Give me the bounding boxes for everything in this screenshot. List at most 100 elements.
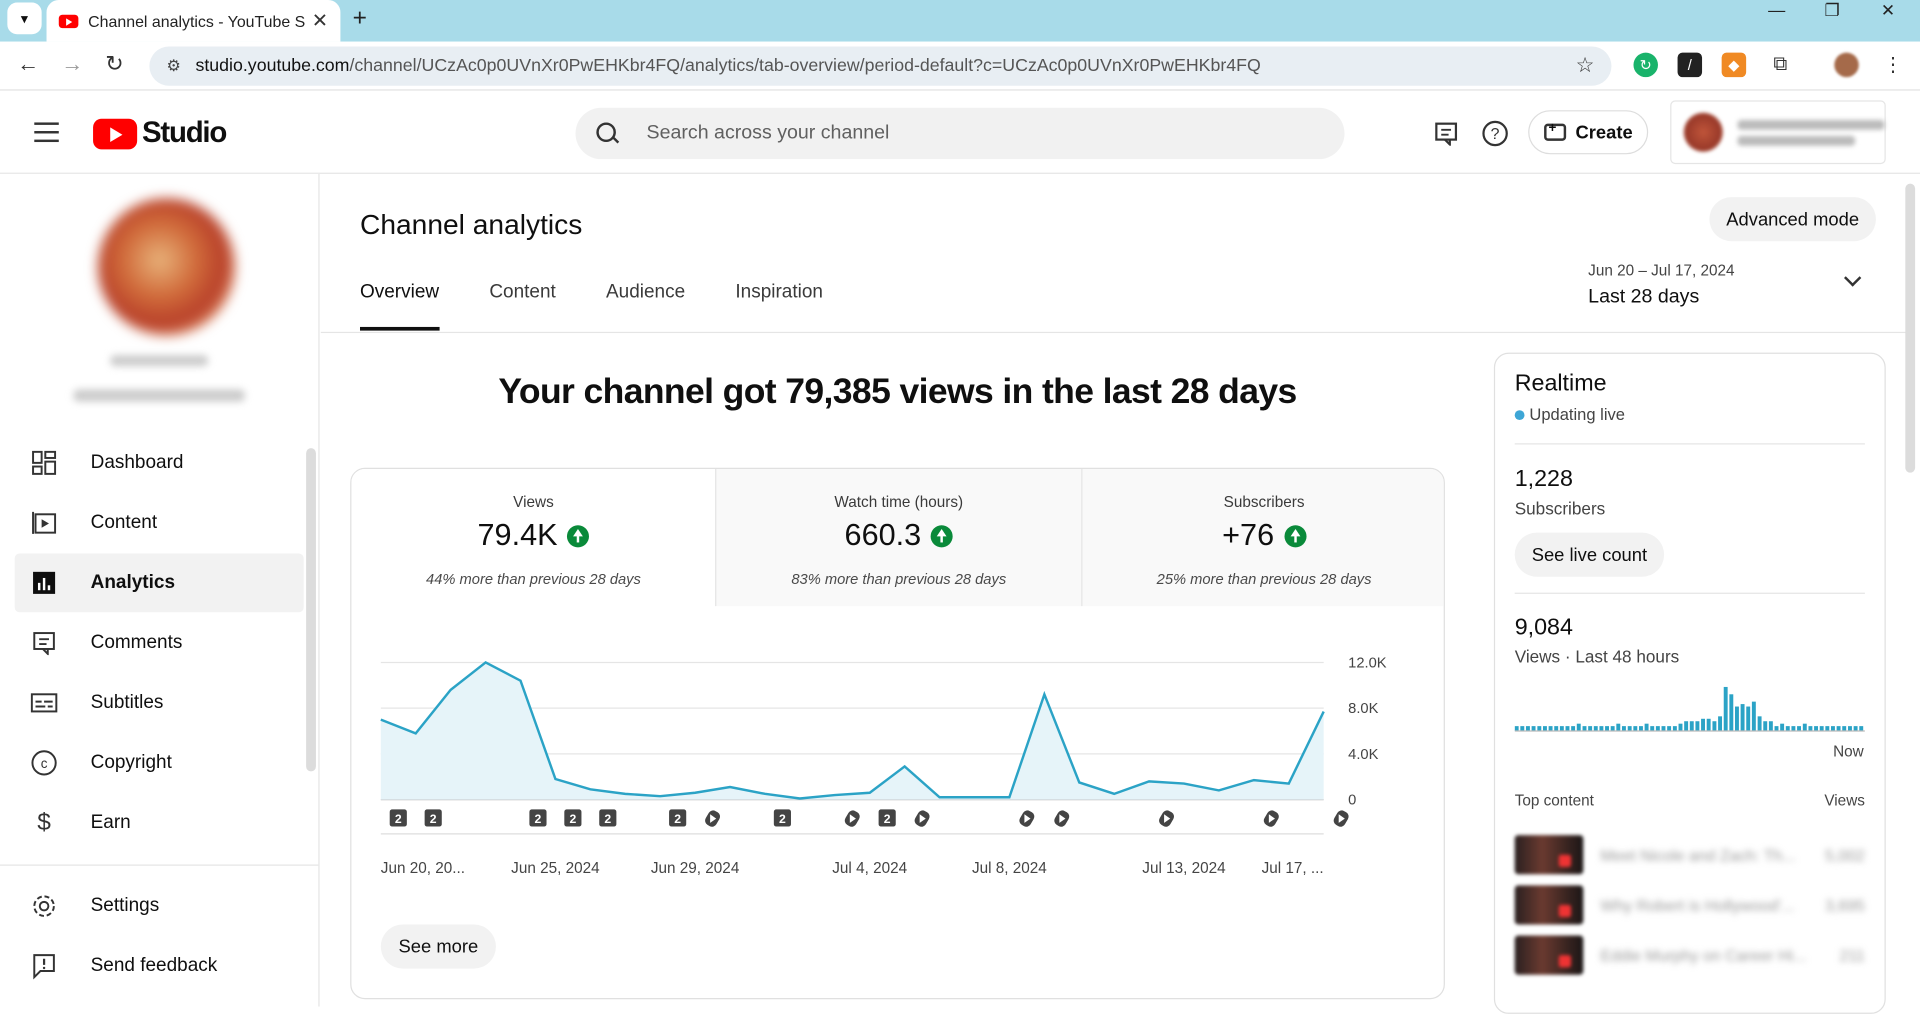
realtime-bar — [1808, 726, 1812, 731]
arrow-up-icon — [1284, 525, 1306, 547]
create-button[interactable]: Create — [1528, 110, 1648, 154]
account-switcher[interactable] — [1670, 100, 1886, 164]
browser-menu-icon[interactable]: ⋮ — [1881, 53, 1905, 77]
realtime-views-chart[interactable] — [1515, 682, 1865, 736]
video-thumbnail — [1515, 835, 1584, 874]
profile-avatar[interactable] — [1834, 53, 1858, 77]
x-tick-label: Jun 29, 2024 — [651, 860, 740, 877]
sidebar-item-subtitles[interactable]: Subtitles — [15, 673, 304, 732]
top-content-row[interactable]: Meet Nicole and Zach: Th... 5,002 — [1515, 834, 1865, 876]
date-range-label: Last 28 days — [1588, 287, 1734, 309]
tab-audience[interactable]: Audience — [606, 282, 685, 331]
sidebar-scrollbar[interactable] — [306, 448, 316, 771]
sidebar-item-label: Earn — [91, 812, 131, 834]
extension-grammarly-icon[interactable]: ↻ — [1633, 53, 1657, 77]
sidebar-item-label: Settings — [91, 895, 160, 917]
see-more-button[interactable]: See more — [381, 924, 496, 968]
video-views: 211 — [1840, 946, 1865, 964]
see-live-count-button[interactable]: See live count — [1515, 533, 1664, 577]
analytics-headline: Your channel got 79,385 views in the las… — [350, 372, 1445, 412]
forward-button[interactable]: → — [61, 51, 83, 77]
browser-tab[interactable]: Channel analytics - YouTube Studio ✕ — [47, 0, 341, 42]
restore-button[interactable]: ❐ — [1825, 0, 1840, 22]
tab-content[interactable]: Content — [489, 282, 555, 331]
live-dot-icon — [1515, 410, 1525, 420]
realtime-bar — [1837, 726, 1841, 731]
sidebar-item-settings[interactable]: Settings — [15, 877, 304, 936]
back-button[interactable]: ← — [17, 51, 39, 77]
realtime-bar — [1690, 721, 1694, 731]
sidebar-item-send-feedback[interactable]: Send feedback — [15, 937, 304, 996]
realtime-bar — [1854, 726, 1858, 731]
chevron-down-icon[interactable] — [1844, 269, 1861, 286]
create-video-icon — [1544, 124, 1566, 141]
top-content-row[interactable]: Eddie Murphy on Career Hi... 211 — [1515, 934, 1865, 976]
svg-text:c: c — [41, 756, 48, 771]
top-content-row[interactable]: Why Robert is Hollywood'... 3,695 — [1515, 884, 1865, 926]
sidebar-item-copyright[interactable]: c Copyright — [15, 733, 304, 792]
metric-note: 25% more than previous 28 days — [1082, 571, 1445, 588]
main-content: Channel analytics Advanced mode Overview… — [321, 174, 1908, 1007]
top-content-label: Top content — [1515, 792, 1594, 809]
sidebar-item-label: Copyright — [91, 752, 172, 774]
site-info-icon[interactable]: ⚙ — [167, 56, 181, 76]
tab-title: Channel analytics - YouTube Studio — [88, 12, 304, 30]
sidebar-item-analytics[interactable]: Analytics — [15, 553, 304, 612]
address-bar[interactable]: ⚙ studio.youtube.com/channel/UCzAc0p0UVn… — [149, 47, 1611, 86]
new-tab-button[interactable]: + — [353, 5, 367, 33]
sidebar-item-dashboard[interactable]: Dashboard — [15, 433, 304, 492]
realtime-divider — [1515, 593, 1865, 594]
realtime-bar — [1712, 721, 1716, 731]
gear-icon — [29, 891, 58, 920]
upload-count-text: 2 — [604, 812, 611, 826]
minimize-button[interactable]: — — [1768, 0, 1785, 22]
sidebar-item-label: Content — [91, 512, 157, 534]
overview-card: Views 79.4K 44% more than previous 28 da… — [350, 468, 1445, 999]
sidebar-item-earn[interactable]: $ Earn — [15, 793, 304, 852]
youtube-favicon-icon — [59, 14, 79, 27]
realtime-bar — [1537, 726, 1541, 731]
realtime-bar — [1549, 726, 1553, 731]
extensions-puzzle-icon[interactable]: ⧉ — [1768, 53, 1792, 77]
channel-profile-picture[interactable] — [98, 198, 235, 335]
tab-search-button[interactable]: ▾ — [7, 2, 41, 34]
metric-value: 79.4K — [351, 518, 715, 554]
help-icon[interactable]: ? — [1482, 120, 1509, 147]
extension-icon[interactable]: / — [1678, 53, 1702, 77]
youtube-studio-logo[interactable]: Studio — [93, 116, 226, 150]
close-tab-icon[interactable]: ✕ — [312, 9, 328, 33]
realtime-bar — [1775, 726, 1779, 731]
upload-count-text: 2 — [779, 812, 786, 826]
sidebar-item-comments[interactable]: Comments — [15, 613, 304, 672]
realtime-bar — [1554, 726, 1558, 731]
metric-watch-time[interactable]: Watch time (hours) 660.3 83% more than p… — [716, 469, 1081, 606]
metamask-fox-icon[interactable]: ◆ — [1722, 53, 1746, 77]
search-input[interactable]: Search across your channel — [576, 108, 1345, 159]
tab-overview[interactable]: Overview — [360, 282, 439, 331]
sidebar: Dashboard Content Analytics Comments Sub… — [0, 174, 320, 1007]
reload-button[interactable]: ↻ — [105, 51, 123, 77]
metric-subscribers[interactable]: Subscribers +76 25% more than previous 2… — [1081, 469, 1445, 606]
video-thumbnail — [1515, 936, 1584, 975]
main-scrollbar[interactable] — [1905, 184, 1915, 473]
svg-text:?: ? — [1491, 126, 1500, 143]
realtime-bar — [1583, 726, 1587, 731]
realtime-bar — [1695, 721, 1699, 731]
video-title: Why Robert is Hollywood'... — [1600, 896, 1812, 914]
tab-inspiration[interactable]: Inspiration — [735, 282, 823, 331]
sidebar-divider — [0, 864, 318, 865]
sidebar-item-content[interactable]: Content — [15, 493, 304, 552]
advanced-mode-button[interactable]: Advanced mode — [1709, 197, 1876, 241]
realtime-bar — [1735, 707, 1739, 731]
metric-views[interactable]: Views 79.4K 44% more than previous 28 da… — [351, 469, 715, 606]
realtime-bar — [1599, 726, 1603, 731]
realtime-bar — [1588, 726, 1592, 731]
date-range-picker[interactable]: Jun 20 – Jul 17, 2024 Last 28 days — [1588, 262, 1734, 309]
bookmark-star-icon[interactable]: ☆ — [1576, 54, 1595, 78]
realtime-bar — [1566, 726, 1570, 731]
hamburger-menu-icon[interactable] — [34, 122, 58, 148]
analytics-tabs: Overview Content Audience Inspiration — [360, 282, 873, 331]
messages-icon[interactable] — [1433, 120, 1460, 147]
close-window-button[interactable]: ✕ — [1881, 0, 1895, 22]
